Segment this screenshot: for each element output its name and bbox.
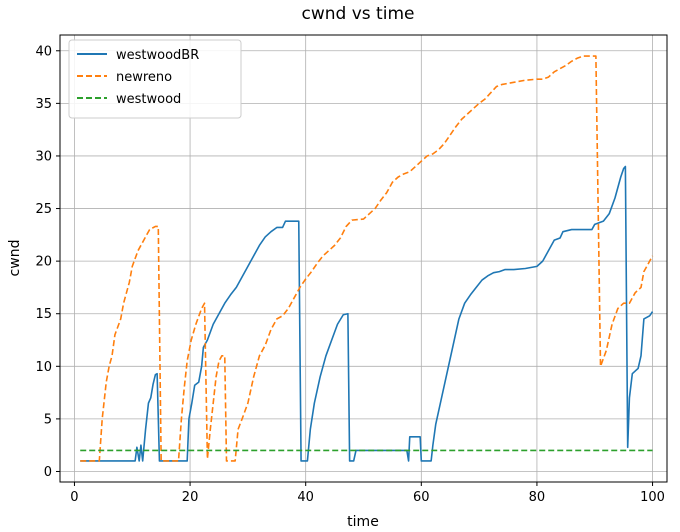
- x-axis-label: time: [347, 514, 379, 530]
- y-tick-label: 25: [35, 202, 52, 217]
- y-tick-label: 30: [35, 149, 52, 164]
- x-tick-label: 40: [297, 490, 314, 505]
- x-tick-label: 60: [413, 490, 430, 505]
- grid: [60, 35, 667, 482]
- x-axis: 0 20 40 60 80 100: [70, 482, 665, 505]
- series-line-westwoodBR: [80, 165, 654, 462]
- y-axis-label: cwnd: [7, 240, 23, 277]
- legend-box: [68, 39, 242, 119]
- chart-title: cwnd vs time: [302, 4, 415, 24]
- y-tick-label: 0: [44, 465, 52, 480]
- series-line-newreno: [80, 55, 654, 462]
- y-tick-label: 5: [44, 412, 52, 427]
- y-axis: 0 5 10 15 20 25 30 35 40: [35, 44, 60, 480]
- y-tick-label: 35: [35, 97, 52, 112]
- y-tick-label: 10: [35, 360, 52, 375]
- x-tick-label: 80: [529, 490, 546, 505]
- x-tick-label: 0: [70, 490, 78, 505]
- y-tick-label: 20: [35, 255, 52, 270]
- legend-label-westwood: westwood: [116, 92, 181, 107]
- legend-label-westwoodBR: westwoodBR: [116, 48, 199, 63]
- plot-frame: [59, 34, 668, 483]
- legend: westwoodBR newreno westwood: [68, 39, 242, 119]
- y-tick-label: 40: [35, 44, 52, 59]
- x-tick-label: 100: [640, 490, 665, 505]
- series-layer: [80, 55, 654, 462]
- y-tick-label: 15: [35, 307, 52, 322]
- x-tick-label: 20: [182, 490, 199, 505]
- legend-label-newreno: newreno: [116, 70, 172, 85]
